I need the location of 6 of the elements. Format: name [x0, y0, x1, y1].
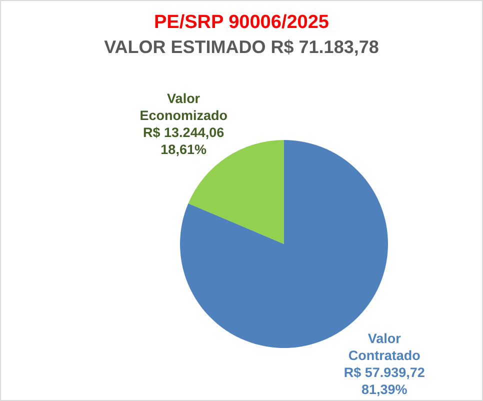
slice-label: Valor Contratado [348, 331, 420, 364]
chart-subtitle: VALOR ESTIMADO R$ 71.183,78 [103, 36, 380, 59]
data-label: R$ 57.939,72 81,39% [344, 365, 425, 398]
data-label: R$ 13.244,06 18,61% [143, 124, 225, 157]
chart-title: PE/SRP 90006/2025 [152, 11, 330, 35]
slice-label: Valor Economizado [140, 90, 228, 123]
